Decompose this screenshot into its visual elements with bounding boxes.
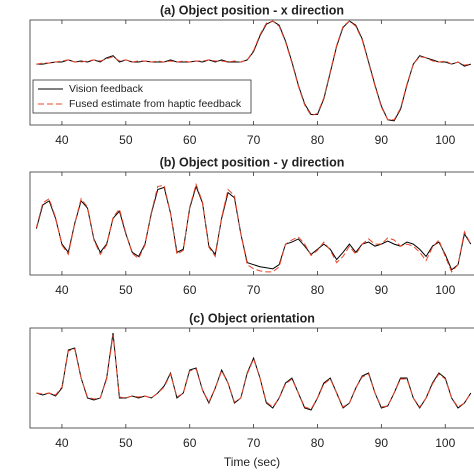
x-tick-label: 40 (55, 133, 69, 147)
data-line (36, 334, 472, 410)
legend-label: Vision feedback (69, 83, 144, 95)
x-tick-label: 90 (375, 436, 389, 450)
x-tick-label: 40 (55, 436, 69, 450)
x-tick-label: 80 (311, 133, 325, 147)
data-line (36, 20, 471, 121)
x-tick-label: 60 (183, 436, 197, 450)
x-tick-label: 40 (55, 283, 69, 297)
legend-label: Fused estimate from haptic feedback (69, 98, 242, 110)
x-tick-label: 70 (247, 283, 261, 297)
chart-title: (a) Object position - x direction (160, 3, 344, 17)
data-line (36, 20, 471, 122)
x-tick-label: 100 (435, 283, 455, 297)
x-tick-label: 80 (311, 283, 325, 297)
data-line (36, 332, 472, 411)
x-tick-label: 50 (119, 283, 133, 297)
x-tick-label: 90 (375, 283, 389, 297)
legend: Vision feedback Fused estimate from hapti… (32, 79, 252, 114)
x-tick-label: 80 (311, 436, 325, 450)
x-tick-label: 90 (375, 133, 389, 147)
data-line (35, 182, 472, 273)
plot-frame (29, 171, 474, 276)
chart-title: (b) Object position - y direction (160, 155, 345, 169)
x-tick-label: 70 (247, 133, 261, 147)
legend-box (32, 79, 252, 114)
x-tick-label: 100 (435, 436, 455, 450)
x-axis-label: Time (sec) (224, 455, 280, 469)
x-tick-label: 50 (119, 436, 133, 450)
plot-frame (29, 19, 474, 126)
plot-frame (29, 327, 474, 429)
x-tick-label: 70 (247, 436, 261, 450)
x-tick-label: 50 (119, 133, 133, 147)
data-line (35, 184, 472, 271)
x-tick-label: 60 (183, 133, 197, 147)
x-tick-label: 60 (183, 283, 197, 297)
x-tick-label: 100 (435, 133, 455, 147)
chart-title: (c) Object orientation (189, 311, 315, 325)
